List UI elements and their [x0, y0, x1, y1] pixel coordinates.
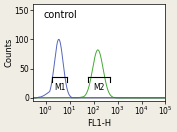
- X-axis label: FL1-H: FL1-H: [87, 119, 111, 128]
- Text: M1: M1: [54, 83, 65, 92]
- Text: M2: M2: [94, 83, 105, 92]
- Y-axis label: Counts: Counts: [4, 38, 13, 67]
- Text: control: control: [44, 10, 78, 20]
